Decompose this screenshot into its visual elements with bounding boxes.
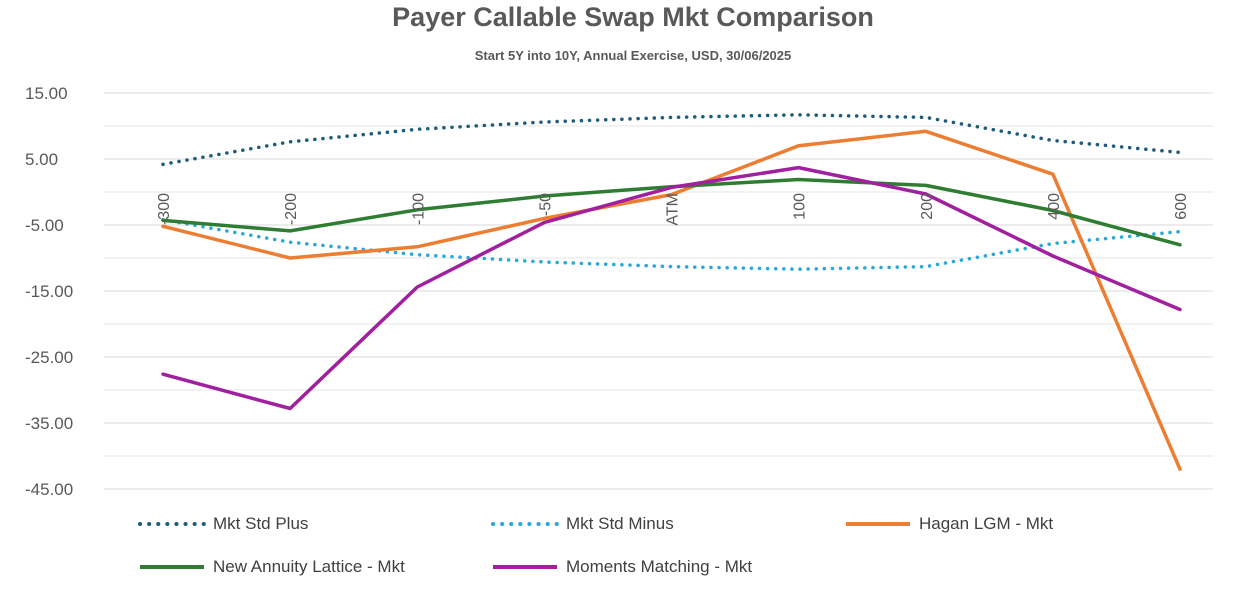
y-axis-ticks: 15.00 5.00 -5.00 -15.00 -25.00 -35.00 -45.00 [25, 84, 73, 499]
y-tick-label: -45.00 [25, 480, 73, 499]
x-tick-label: -200 [283, 193, 300, 225]
series-line-5 [161, 165, 1182, 411]
y-tick-label: 15.00 [25, 84, 68, 103]
legend-item: Mkt Std Minus [490, 513, 674, 535]
legend-label: Moments Matching - Mkt [566, 557, 753, 576]
chart-subtitle: Start 5Y into 10Y, Annual Exercise, USD,… [474, 48, 792, 63]
x-tick-label: 600 [1173, 193, 1190, 220]
x-tick-label: 200 [919, 193, 936, 220]
legend-label: Hagan LGM - Mkt [919, 514, 1054, 533]
chart-title: Payer Callable Swap Mkt Comparison [392, 2, 874, 32]
legend-item: Mkt Std Plus [137, 513, 308, 535]
legend-swatch [846, 522, 910, 526]
x-tick-label: -300 [156, 193, 173, 225]
series-line-2 [161, 217, 1182, 271]
legend-swatch [491, 522, 559, 526]
series-lines [161, 113, 1182, 471]
gridlines [104, 92, 1213, 490]
legend-label: Mkt Std Plus [213, 514, 309, 533]
legend-swatch [140, 565, 204, 569]
y-tick-label: -5.00 [25, 216, 64, 235]
series-line-1 [161, 113, 1182, 167]
legend-label: New Annuity Lattice - Mkt [213, 557, 405, 576]
legend-item: Moments Matching - Mkt [490, 556, 752, 578]
series-line-3 [161, 129, 1182, 471]
y-tick-label: -25.00 [25, 348, 73, 367]
x-tick-label: -50 [537, 193, 554, 216]
x-tick-label: 100 [792, 193, 809, 220]
legend-item: Hagan LGM - Mkt [843, 513, 1053, 535]
x-tick-label: 400 [1046, 193, 1063, 220]
y-tick-label: -35.00 [25, 414, 73, 433]
x-axis-ticks: -300 -200 -100 -50 ATM 100 200 400 600 [156, 193, 1190, 226]
legend-swatch [138, 522, 206, 526]
y-tick-label: 5.00 [25, 150, 58, 169]
y-tick-label: -15.00 [25, 282, 73, 301]
legend-item: New Annuity Lattice - Mkt [137, 556, 405, 578]
x-tick-label: ATM [665, 193, 682, 226]
x-tick-label: -100 [410, 193, 427, 225]
legend-swatch [493, 565, 557, 569]
legend-label: Mkt Std Minus [566, 514, 674, 533]
